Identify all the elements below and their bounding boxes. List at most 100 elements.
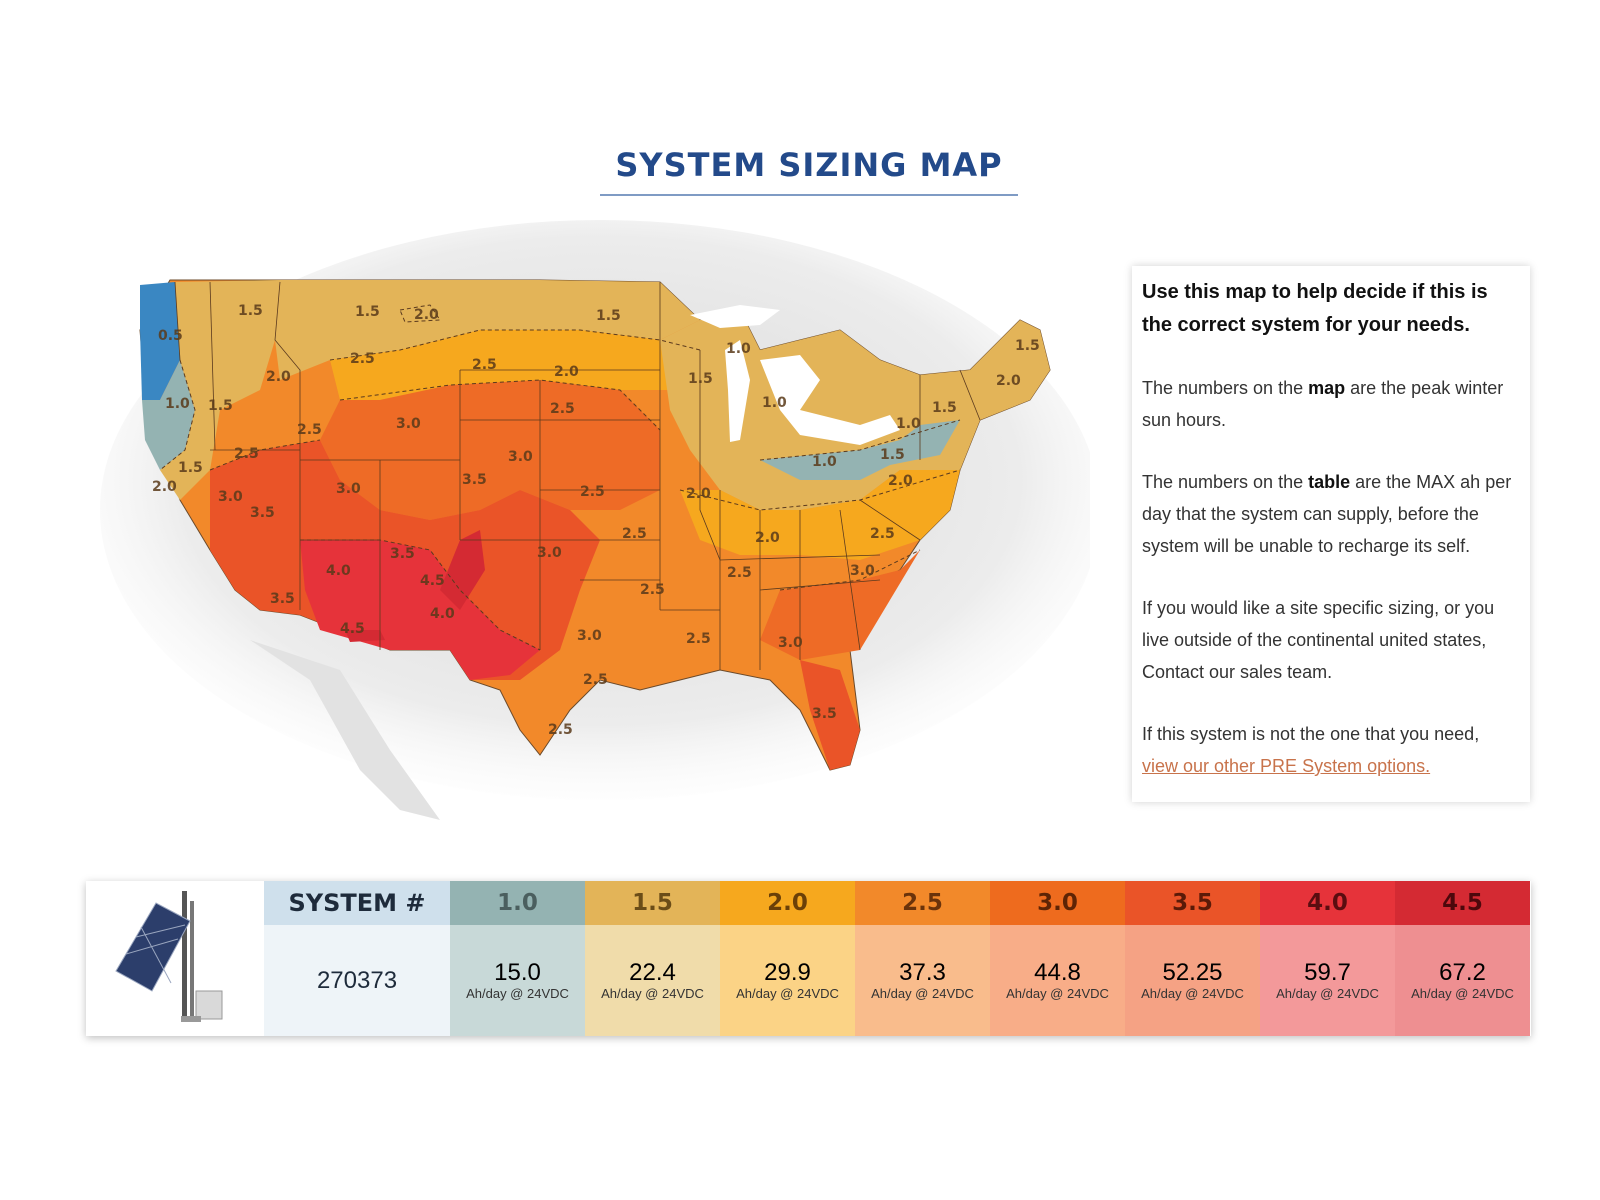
capacity-value: 44.8 (1034, 958, 1081, 986)
column-body: 15.0 Ah/day @ 24VDC (450, 925, 585, 1036)
info-text: The numbers on the (1142, 378, 1309, 398)
map-label: 1.5 (355, 304, 380, 320)
map-label: 3.5 (390, 546, 415, 562)
zone-20-east (680, 470, 960, 560)
column-body: 22.4 Ah/day @ 24VDC (585, 925, 720, 1036)
map-label: 2.0 (686, 486, 711, 502)
map-label: 3.0 (396, 416, 421, 432)
info-heading: Use this map to help decide if this is t… (1142, 281, 1488, 336)
zone-45-nm (440, 530, 485, 610)
map-label: 3.5 (812, 706, 837, 722)
column-1-5: 1.5 22.4 Ah/day @ 24VDC (585, 881, 720, 1036)
map-label: 3.5 (270, 591, 295, 607)
column-body: 67.2 Ah/day @ 24VDC (1395, 925, 1530, 1036)
zone-15-nw (160, 280, 280, 500)
info-emphasis: map (1308, 378, 1346, 398)
column-header: 4.0 (1260, 881, 1395, 925)
capacity-value: 67.2 (1439, 958, 1486, 986)
column-header: 3.5 (1125, 881, 1260, 925)
map-label: 2.5 (640, 582, 665, 598)
column-2-5: 2.5 37.3 Ah/day @ 24VDC (855, 881, 990, 1036)
title-block: SYSTEM SIZING MAP (600, 146, 1018, 196)
column-header: 3.0 (990, 881, 1125, 925)
capacity-value: 22.4 (629, 958, 676, 986)
zone-45-az (345, 630, 385, 642)
capacity-unit: Ah/day @ 24VDC (871, 985, 974, 1001)
solar-system-image (86, 881, 264, 1036)
map-label: 2.0 (152, 479, 177, 495)
title-underline (600, 194, 1018, 196)
zone-15-lakes (660, 310, 1050, 510)
map-label: 3.5 (462, 472, 487, 488)
map-label: 2.0 (414, 307, 439, 323)
map-label: 4.0 (430, 606, 455, 622)
column-body: 52.25 Ah/day @ 24VDC (1125, 925, 1260, 1036)
map-label: 1.5 (1015, 338, 1040, 354)
baja-landmass (250, 640, 440, 820)
map-label: 1.5 (932, 400, 957, 416)
capacity-unit: Ah/day @ 24VDC (466, 985, 569, 1001)
map-label: 2.5 (472, 357, 497, 373)
info-text: are the MAX ah per day that the system c… (1142, 472, 1512, 556)
info-emphasis: table (1308, 472, 1351, 492)
map-label: 1.5 (688, 371, 713, 387)
map-label: 2.5 (870, 526, 895, 542)
system-header: SYSTEM # (264, 881, 450, 925)
map-label: 2.5 (622, 526, 647, 542)
column-4-0: 4.0 59.7 Ah/day @ 24VDC (1260, 881, 1395, 1036)
column-header: 1.5 (585, 881, 720, 925)
info-paragraph-options: If this system is not the one that you n… (1142, 718, 1520, 782)
capacity-unit: Ah/day @ 24VDC (736, 985, 839, 1001)
map-label: 3.0 (336, 481, 361, 497)
map-label: 1.0 (896, 416, 921, 432)
map-label: 3.0 (850, 563, 875, 579)
map-label: 4.0 (326, 563, 351, 579)
map-label: 3.0 (218, 489, 243, 505)
column-body: 29.9 Ah/day @ 24VDC (720, 925, 855, 1036)
capacity-unit: Ah/day @ 24VDC (1411, 985, 1514, 1001)
capacity-value: 15.0 (494, 958, 541, 986)
column-3-5: 3.5 52.25 Ah/day @ 24VDC (1125, 881, 1260, 1036)
column-header: 4.5 (1395, 881, 1530, 925)
map-label: 4.5 (420, 573, 445, 589)
column-header: 2.5 (855, 881, 990, 925)
map-label: 2.5 (583, 672, 608, 688)
map-label: 1.0 (165, 396, 190, 412)
column-body: 59.7 Ah/day @ 24VDC (1260, 925, 1395, 1036)
zone-05 (140, 282, 180, 400)
column-body: 44.8 Ah/day @ 24VDC (990, 925, 1125, 1036)
map-label: 1.5 (596, 308, 621, 324)
info-text: If this system is not the one that you n… (1142, 724, 1480, 744)
map-label: 4.5 (340, 621, 365, 637)
map-label: 1.0 (762, 395, 787, 411)
column-body: 37.3 Ah/day @ 24VDC (855, 925, 990, 1036)
map-label: 1.5 (238, 303, 263, 319)
zone-30-center (320, 380, 660, 520)
zone-10-nw (142, 360, 195, 470)
map-label: 3.0 (537, 545, 562, 561)
sizing-map: 0.5 1.0 1.5 1.5 1.5 2.0 2.0 2.5 2.5 3.0 … (100, 210, 1090, 830)
info-paragraph-table: The numbers on the table are the MAX ah … (1142, 466, 1520, 562)
map-label: 3.5 (250, 505, 275, 521)
map-label: 2.5 (580, 484, 605, 500)
map-label: 3.0 (508, 449, 533, 465)
map-label: 2.0 (554, 364, 579, 380)
capacity-value: 29.9 (764, 958, 811, 986)
info-text: The numbers on the (1142, 472, 1309, 492)
page-title: SYSTEM SIZING MAP (615, 146, 1003, 184)
solar-panel-icon (115, 891, 223, 1022)
zone-40-sw (300, 540, 540, 680)
lake-michigan (725, 340, 750, 442)
map-label: 2.0 (996, 373, 1021, 389)
state-borders (174, 281, 981, 670)
map-label: 2.5 (297, 422, 322, 438)
map-label: 1.0 (726, 341, 751, 357)
capacity-value: 59.7 (1304, 958, 1351, 986)
column-4-5: 4.5 67.2 Ah/day @ 24VDC (1395, 881, 1530, 1036)
map-label: 2.0 (755, 530, 780, 546)
other-systems-link[interactable]: view our other PRE System options. (1142, 756, 1431, 776)
column-3-0: 3.0 44.8 Ah/day @ 24VDC (990, 881, 1125, 1036)
info-panel: Use this map to help decide if this is t… (1132, 266, 1530, 802)
map-label: 2.5 (550, 401, 575, 417)
map-label: 1.5 (880, 447, 905, 463)
